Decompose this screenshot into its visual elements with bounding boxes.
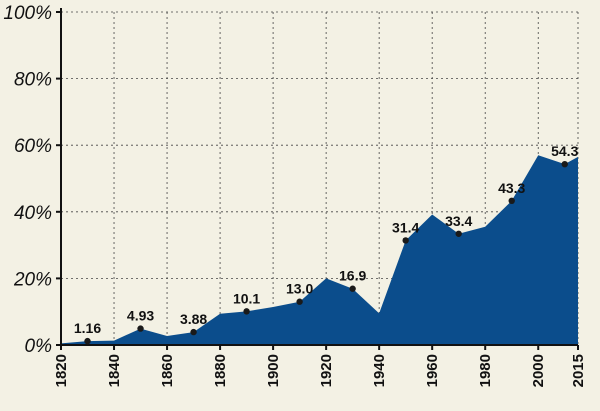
data-labels: 1.16 4.93 3.88 10.1 13.0 16.9 31.4 33.4 43.3 54.3 <box>74 143 579 336</box>
x-tick-label: 1980 <box>477 354 494 387</box>
data-marker <box>243 308 250 315</box>
data-marker <box>190 328 197 336</box>
data-label: 3.88 <box>180 311 207 327</box>
x-tick-label: 1920 <box>318 354 335 387</box>
data-label: 33.4 <box>445 213 472 229</box>
x-tick-label: 2015 <box>570 354 587 387</box>
data-markers <box>84 160 568 345</box>
x-tick-label: 1880 <box>212 354 229 387</box>
y-tick-label: 80% <box>14 70 52 91</box>
x-tick-label: 1960 <box>424 354 441 387</box>
data-label: 31.4 <box>392 219 419 235</box>
data-marker <box>561 160 568 168</box>
x-tick-label: 1940 <box>371 354 388 387</box>
area-layer <box>61 155 578 345</box>
data-label: 10.1 <box>233 290 260 306</box>
x-tick-label: 1840 <box>106 354 123 387</box>
y-tick-labels: 0% 20% 40% 60% 80% 100% <box>3 3 52 357</box>
x-tick-label: 2000 <box>530 354 547 387</box>
y-tick-label: 20% <box>13 269 52 290</box>
data-label: 43.3 <box>498 180 525 196</box>
data-label: 1.16 <box>74 320 101 336</box>
data-marker <box>349 285 356 292</box>
x-tick-label: 1820 <box>53 354 70 387</box>
data-marker <box>508 197 515 205</box>
data-label: 54.3 <box>551 143 578 159</box>
data-marker <box>402 237 409 244</box>
y-tick-label: 40% <box>14 203 52 224</box>
x-tick-label: 1860 <box>159 354 176 387</box>
y-tick-label: 60% <box>14 136 52 157</box>
data-marker <box>296 298 303 305</box>
data-label: 4.93 <box>127 308 154 324</box>
area-series <box>61 155 578 345</box>
y-tick-label: 100% <box>3 3 52 24</box>
x-tick-label: 1900 <box>265 354 282 387</box>
axes <box>56 8 579 350</box>
data-marker <box>84 337 91 345</box>
y-tick-label: 0% <box>25 336 53 357</box>
data-marker <box>137 325 144 332</box>
x-tick-labels: 1820 1840 1860 1880 1900 1920 1940 1960 1980 2000… <box>53 354 587 387</box>
data-marker <box>455 230 462 237</box>
data-label: 16.9 <box>339 268 366 284</box>
data-label: 13.0 <box>286 281 313 297</box>
